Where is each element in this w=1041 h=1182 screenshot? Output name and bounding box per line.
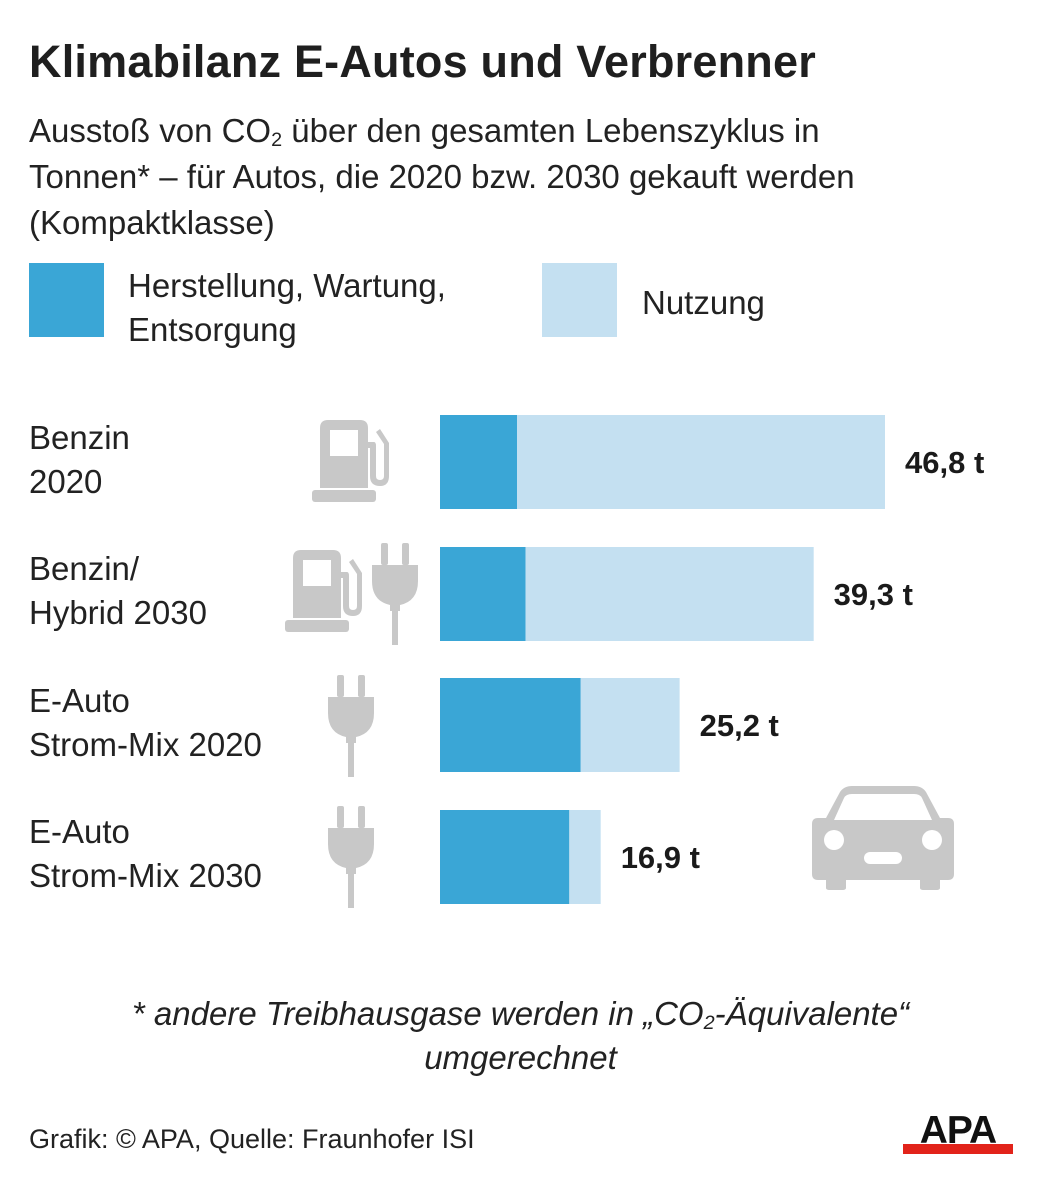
legend-swatch-usage [542,263,617,337]
fuel-pump-icon [285,550,362,632]
legend-label-usage: Nutzung [642,284,765,321]
legend-swatch-production [29,263,104,337]
chart-subtitle: Ausstoß von CO2 über den gesamten Lebens… [29,112,855,241]
bar-usage-eauto-2020 [580,678,680,772]
apa-logo: APA [903,1110,1013,1154]
bar-production-benzin-2020 [440,415,518,509]
category-label-eauto-2020: E-Auto Strom-Mix 2020 [29,682,262,763]
bar-usage-eauto-2030 [569,810,601,904]
total-label-eauto-2020: 25,2 t [700,708,779,743]
bar-production-benzin-hybrid-2030 [440,547,526,641]
category-label-benzin-hybrid-2030: Benzin/Hybrid 2030 [29,550,207,631]
legend-label-production: Herstellung, Wartung, Entsorgung [128,267,446,348]
plug-icon [372,543,418,645]
category-label-eauto-2030: E-Auto Strom-Mix 2030 [29,813,262,894]
bar-production-eauto-2030 [440,810,570,904]
fuel-pump-icon [312,420,389,502]
footnote: * andere Treibhausgase werden in „CO2-Äq… [131,995,910,1076]
total-label-benzin-hybrid-2030: 39,3 t [834,577,913,612]
bar-production-eauto-2020 [440,678,581,772]
bar-usage-benzin-2020 [517,415,885,509]
total-label-eauto-2030: 16,9 t [621,840,700,875]
plug-icon [328,806,374,908]
plug-icon [328,675,374,777]
category-label-benzin-2020: Benzin 2020 [29,419,130,500]
chart-title: Klimabilanz E-Autos und Verbrenner [29,36,816,87]
car-icon [812,786,954,890]
bar-usage-benzin-hybrid-2030 [525,547,814,641]
source-credit: Grafik: © APA, Quelle: Fraunhofer ISI [29,1124,475,1154]
total-label-benzin-2020: 46,8 t [905,445,984,480]
